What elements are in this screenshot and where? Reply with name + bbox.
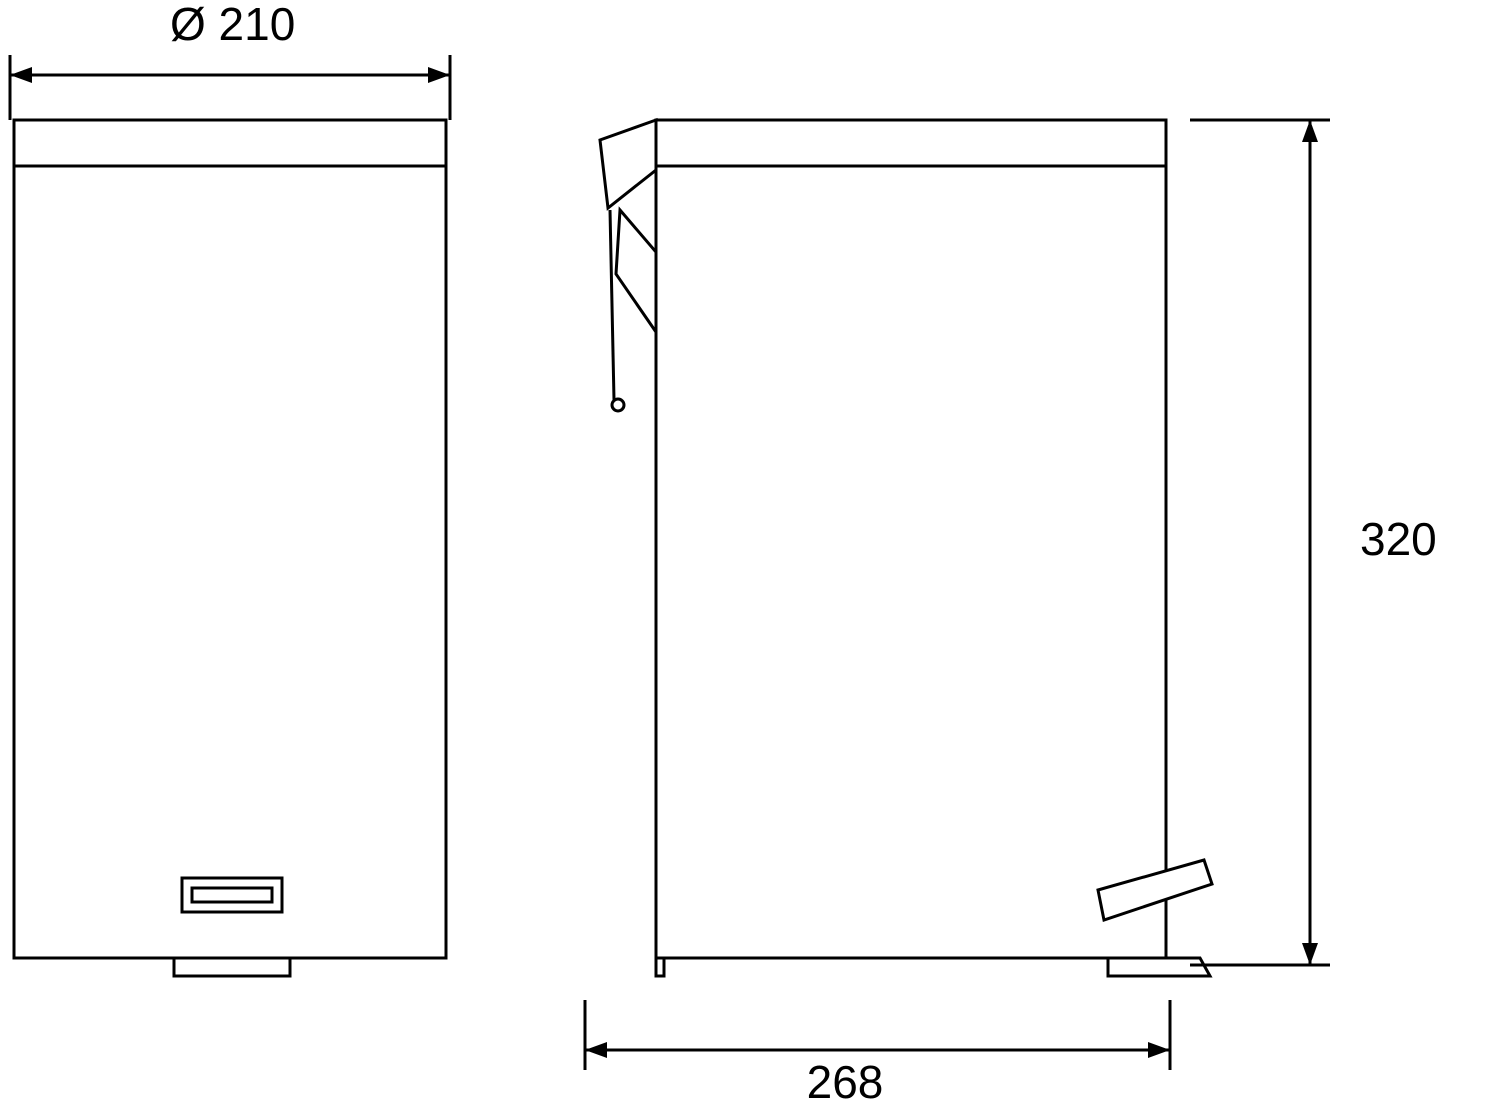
dim-height-label: 320 xyxy=(1360,513,1437,565)
side-foot xyxy=(1108,958,1210,976)
front-pedal-inner xyxy=(192,888,272,902)
arrowhead-icon xyxy=(10,67,32,83)
arrowhead-icon xyxy=(428,67,450,83)
side-hinge-top xyxy=(600,120,656,208)
side-hinge-lower xyxy=(616,210,656,332)
dim-depth-label: 268 xyxy=(807,1056,884,1108)
front-base-bar xyxy=(174,958,290,976)
arrowhead-icon xyxy=(1148,1042,1170,1058)
arrowhead-icon xyxy=(1302,120,1318,142)
front-body xyxy=(14,166,446,958)
side-lid xyxy=(656,120,1166,166)
side-rear-foot xyxy=(656,958,664,976)
dim-diameter-label: Ø 210 xyxy=(170,0,295,50)
arrowhead-icon xyxy=(585,1042,607,1058)
side-handle-rod xyxy=(610,210,614,400)
front-lid xyxy=(14,120,446,166)
side-body xyxy=(656,166,1166,958)
side-handle-knob xyxy=(612,399,624,411)
arrowhead-icon xyxy=(1302,943,1318,965)
